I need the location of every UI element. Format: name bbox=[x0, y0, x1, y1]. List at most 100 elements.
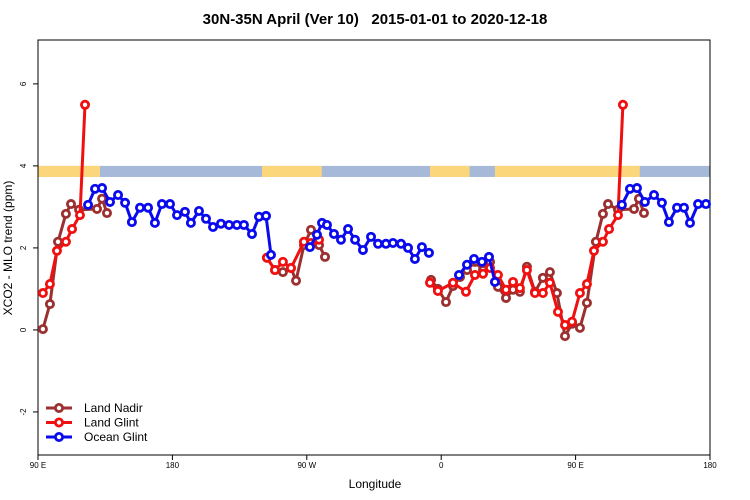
data-point bbox=[501, 292, 512, 303]
data-point bbox=[424, 277, 435, 288]
data-point bbox=[529, 288, 540, 299]
data-point bbox=[37, 288, 48, 299]
data-point bbox=[514, 283, 525, 294]
data-point bbox=[328, 228, 339, 239]
legend-marker bbox=[54, 431, 65, 442]
data-point bbox=[126, 217, 137, 228]
data-point bbox=[631, 183, 642, 194]
legend-marker bbox=[54, 402, 65, 413]
y-tick-label: 0 bbox=[19, 327, 28, 332]
data-point bbox=[51, 245, 62, 256]
data-point bbox=[113, 190, 124, 201]
data-point bbox=[663, 217, 674, 228]
data-point bbox=[321, 219, 332, 230]
data-point bbox=[134, 202, 145, 213]
data-point bbox=[269, 265, 280, 276]
data-point bbox=[387, 237, 398, 248]
data-point bbox=[215, 218, 226, 229]
data-point bbox=[74, 210, 85, 221]
data-point bbox=[616, 199, 627, 210]
data-point bbox=[66, 199, 77, 210]
data-point bbox=[537, 288, 548, 299]
land-band bbox=[430, 165, 470, 177]
data-point bbox=[97, 193, 108, 204]
data-point bbox=[83, 199, 94, 210]
data-point bbox=[185, 217, 196, 228]
data-point bbox=[120, 197, 131, 208]
data-point bbox=[179, 206, 190, 217]
land-band bbox=[494, 165, 640, 177]
data-point bbox=[581, 297, 592, 308]
data-point bbox=[91, 203, 102, 214]
data-point bbox=[208, 221, 219, 232]
data-point bbox=[478, 268, 489, 279]
data-point bbox=[291, 275, 302, 286]
data-point bbox=[469, 253, 480, 264]
data-point bbox=[617, 99, 628, 110]
x-tick-label: 90 E bbox=[30, 461, 46, 470]
data-point bbox=[311, 229, 322, 240]
data-point bbox=[603, 199, 614, 210]
data-point bbox=[559, 331, 570, 342]
legend-label: Ocean Glint bbox=[84, 430, 148, 444]
data-point bbox=[238, 219, 249, 230]
data-point bbox=[44, 299, 55, 310]
data-point bbox=[304, 242, 315, 253]
data-point bbox=[613, 210, 624, 221]
data-point bbox=[628, 203, 639, 214]
data-point bbox=[172, 210, 183, 221]
data-point bbox=[501, 284, 512, 295]
legend-label: Land Glint bbox=[84, 416, 139, 430]
data-point bbox=[597, 236, 608, 247]
land-band bbox=[262, 165, 322, 177]
data-point bbox=[350, 234, 361, 245]
land-band bbox=[38, 165, 100, 177]
data-point bbox=[567, 316, 578, 327]
data-point bbox=[60, 208, 71, 219]
data-point bbox=[649, 190, 660, 201]
series-line bbox=[86, 186, 706, 283]
data-point bbox=[396, 238, 407, 249]
y-tick-label: 2 bbox=[19, 245, 28, 250]
data-point bbox=[60, 236, 71, 247]
data-point bbox=[165, 199, 176, 210]
data-point bbox=[423, 247, 434, 258]
data-point bbox=[53, 236, 64, 247]
data-point bbox=[416, 242, 427, 253]
y-tick-label: 4 bbox=[19, 163, 28, 168]
data-point bbox=[200, 213, 211, 224]
data-point bbox=[544, 277, 555, 288]
y-axis-label: XCO2 - MLO trend (ppm) bbox=[1, 181, 15, 316]
data-point bbox=[97, 183, 108, 194]
data-point bbox=[489, 276, 500, 287]
data-point bbox=[335, 234, 346, 245]
data-point bbox=[193, 206, 204, 217]
x-tick-label: 90 W bbox=[297, 461, 316, 470]
ocean-band bbox=[38, 165, 710, 177]
data-point bbox=[277, 256, 288, 267]
x-tick-label: 0 bbox=[439, 461, 444, 470]
data-point bbox=[320, 251, 331, 262]
data-point bbox=[44, 278, 55, 289]
x-tick-label: 180 bbox=[166, 461, 180, 470]
data-point bbox=[574, 288, 585, 299]
data-point bbox=[373, 238, 384, 249]
x-tick-label: 90 E bbox=[567, 461, 583, 470]
data-point bbox=[460, 286, 471, 297]
data-point bbox=[265, 249, 276, 260]
data-point bbox=[277, 267, 288, 278]
data-point bbox=[581, 278, 592, 289]
data-point bbox=[469, 269, 480, 280]
data-point bbox=[462, 259, 473, 270]
data-point bbox=[37, 324, 48, 335]
plot-frame bbox=[37, 39, 711, 456]
y-tick-label: -2 bbox=[19, 408, 28, 416]
data-point bbox=[453, 269, 464, 280]
data-point bbox=[700, 199, 711, 210]
data-point bbox=[483, 251, 494, 262]
x-axis-label: Longitude bbox=[349, 477, 402, 491]
data-point bbox=[366, 231, 377, 242]
data-point bbox=[639, 196, 650, 207]
x-tick-label: 180 bbox=[703, 461, 717, 470]
